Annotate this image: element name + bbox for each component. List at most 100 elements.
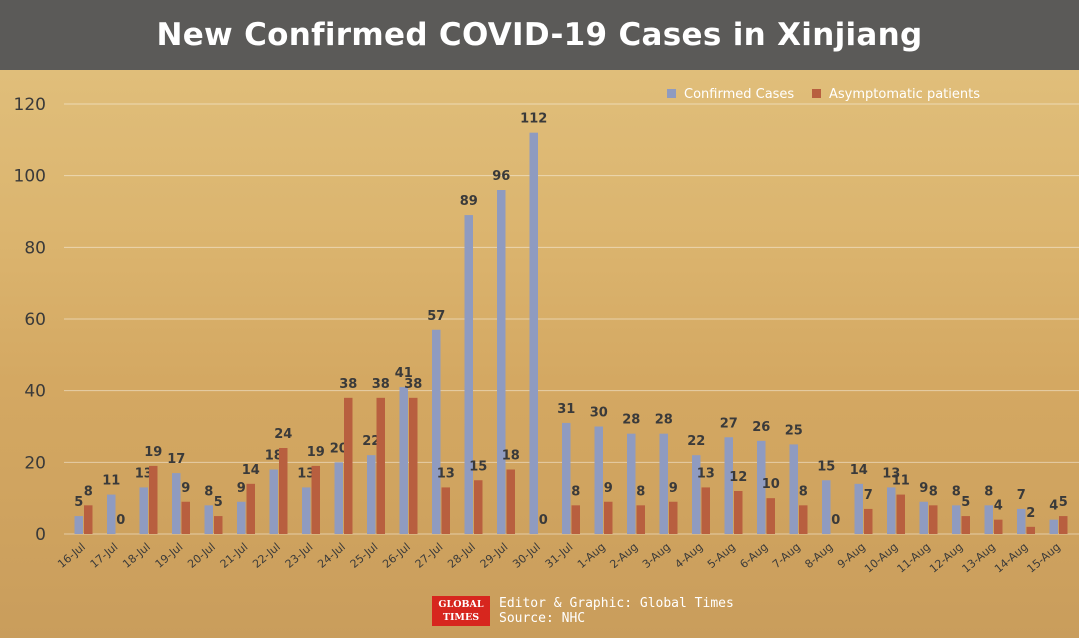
- data-label: 14: [242, 463, 260, 478]
- data-label: 10: [762, 477, 780, 492]
- bar: [604, 501, 613, 534]
- data-label: 8: [84, 484, 93, 499]
- data-label: 31: [557, 402, 575, 417]
- bar: [854, 483, 863, 534]
- bar: [214, 516, 223, 534]
- data-label: 96: [492, 169, 510, 184]
- bar: [367, 455, 376, 534]
- bar: [1059, 516, 1068, 534]
- data-label: 28: [655, 413, 673, 428]
- x-tick-label: 8-Aug: [802, 540, 835, 571]
- bar: [1026, 526, 1035, 534]
- bar: [766, 498, 775, 534]
- x-tick-label: 28-Jul: [445, 540, 478, 570]
- data-label: 13: [882, 466, 900, 481]
- bar: [799, 505, 808, 534]
- y-tick-label: 80: [24, 238, 46, 258]
- data-label: 15: [469, 459, 487, 474]
- data-label: 28: [622, 413, 640, 428]
- bar: [887, 487, 896, 534]
- y-tick-label: 20: [24, 453, 46, 473]
- data-label: 38: [404, 377, 422, 392]
- bar: [269, 469, 278, 534]
- data-label: 38: [372, 377, 390, 392]
- bar: [84, 505, 93, 534]
- bar: [1049, 519, 1058, 534]
- data-label: 41: [395, 366, 413, 381]
- data-label: 0: [539, 513, 548, 528]
- x-tick-label: 31-Jul: [543, 540, 576, 570]
- data-label: 13: [697, 466, 715, 481]
- data-label: 8: [204, 484, 213, 499]
- data-label: 19: [144, 445, 162, 460]
- data-label: 0: [116, 513, 125, 528]
- bar: [344, 397, 353, 534]
- footer: GLOBAL TIMES Editor & Graphic: Global Ti…: [432, 596, 734, 626]
- legend-swatch: [667, 89, 676, 98]
- data-label: 19: [307, 445, 325, 460]
- x-tick-label: 23-Jul: [283, 540, 316, 570]
- bar: [376, 397, 385, 534]
- bar: [506, 469, 515, 534]
- data-label: 7: [1017, 488, 1026, 503]
- global-times-logo: GLOBAL TIMES: [432, 596, 490, 626]
- bar: [302, 487, 311, 534]
- credits: Editor & Graphic: Global Times Source: N…: [499, 596, 734, 626]
- x-tick-label: 19-Jul: [153, 540, 186, 570]
- x-tick-label: 24-Jul: [315, 540, 348, 570]
- x-tick-label: 26-Jul: [380, 540, 413, 570]
- data-label: 8: [952, 484, 961, 499]
- data-label: 18: [265, 449, 283, 464]
- bar: [636, 505, 645, 534]
- data-label: 18: [502, 449, 520, 464]
- bar: [789, 444, 798, 534]
- bar: [692, 455, 701, 534]
- y-tick-label: 40: [24, 382, 46, 402]
- x-tick-label: 30-Jul: [510, 540, 543, 570]
- bar: [571, 505, 580, 534]
- bar: [757, 440, 766, 534]
- data-label: 9: [919, 481, 928, 496]
- x-tick-label: 2-Aug: [607, 540, 640, 571]
- bar: [562, 422, 571, 534]
- bar: [994, 519, 1003, 534]
- bar: [822, 480, 831, 534]
- data-label: 0: [831, 513, 840, 528]
- bar: [864, 508, 873, 534]
- bar: [734, 491, 743, 534]
- bar: [659, 433, 668, 534]
- bar: [237, 501, 246, 534]
- data-label: 2: [1026, 506, 1035, 521]
- x-tick-label: 21-Jul: [218, 540, 251, 570]
- bar: [139, 487, 148, 534]
- x-tick-label: 22-Jul: [250, 540, 283, 570]
- x-tick-label: 18-Jul: [120, 540, 153, 570]
- bar: [334, 462, 343, 534]
- bar: [149, 465, 158, 534]
- bar: [919, 501, 928, 534]
- x-tick-label: 16-Jul: [55, 540, 88, 570]
- data-label: 22: [687, 434, 705, 449]
- x-tick-label: 29-Jul: [478, 540, 511, 570]
- x-tick-label: 1-Aug: [575, 540, 608, 571]
- data-label: 112: [520, 112, 547, 127]
- data-label: 38: [339, 377, 357, 392]
- bar: [497, 190, 506, 534]
- legend-swatch: [812, 89, 821, 98]
- data-label: 8: [984, 484, 993, 499]
- x-tick-label: 17-Jul: [88, 540, 121, 570]
- data-label: 5: [74, 495, 83, 510]
- data-label: 7: [864, 488, 873, 503]
- bar: [529, 132, 538, 534]
- data-label: 9: [604, 481, 613, 496]
- chart-title: New Confirmed COVID-19 Cases in Xinjiang: [156, 17, 923, 53]
- data-label: 12: [729, 470, 747, 485]
- data-label: 8: [799, 484, 808, 499]
- bar: [204, 505, 213, 534]
- bar: [701, 487, 710, 534]
- x-tick-label: 11-Aug: [895, 540, 933, 575]
- y-tick-label: 60: [24, 310, 46, 330]
- data-label: 24: [274, 427, 292, 442]
